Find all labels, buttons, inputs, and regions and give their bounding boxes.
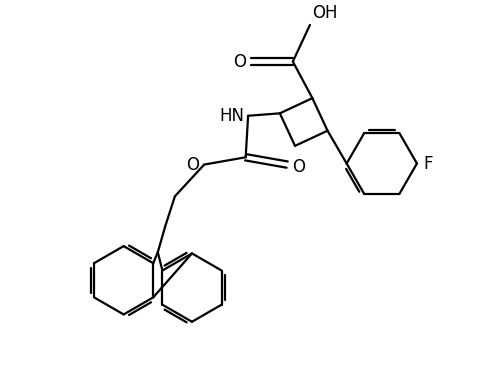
Text: F: F — [424, 154, 433, 173]
Text: O: O — [186, 156, 200, 174]
Text: O: O — [234, 53, 246, 70]
Text: OH: OH — [312, 5, 338, 22]
Text: HN: HN — [219, 107, 244, 125]
Text: O: O — [292, 158, 305, 176]
